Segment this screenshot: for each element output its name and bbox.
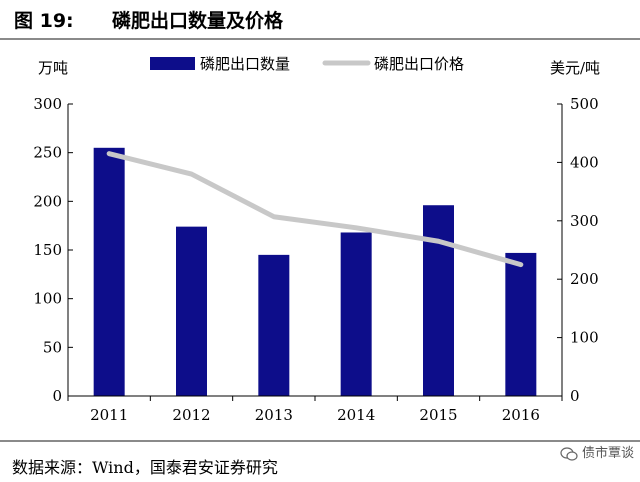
price-line: [106, 151, 524, 268]
bar-2015: [423, 205, 454, 396]
left-tick-label-0: 0: [52, 387, 62, 405]
x-tick-label-2013: 2013: [255, 406, 293, 424]
bar-2013: [258, 254, 290, 396]
bar-2012: [176, 226, 207, 396]
left-tick-label-250: 250: [33, 144, 62, 162]
right-tick-label-300: 300: [570, 212, 599, 230]
x-tick-label-2016: 2016: [502, 406, 540, 424]
legend-label-line: 磷肥出口价格: [374, 55, 464, 73]
figure-header: 图 19: 磷肥出口数量及价格: [0, 0, 640, 40]
legend-label-bar: 磷肥出口数量: [200, 55, 290, 73]
right-tick-label-0: 0: [570, 387, 580, 405]
source-note: 数据来源：Wind，国泰君安证券研究: [12, 458, 278, 477]
watermark-text: 债市覃谈: [581, 446, 634, 461]
bar-2011: [93, 147, 125, 396]
x-tick-label-2012: 2012: [172, 406, 210, 424]
figure-number: 图 19:: [14, 10, 74, 32]
chat-bubble-icon: [560, 446, 578, 461]
right-tick-label-500: 500: [570, 95, 599, 113]
right-tick-label-200: 200: [570, 270, 599, 288]
x-tick-label-2011: 2011: [90, 406, 128, 424]
left-tick-label-50: 50: [43, 338, 62, 356]
x-tick-label-2014: 2014: [337, 406, 375, 424]
bar-2014: [340, 232, 372, 396]
bar-2016: [505, 252, 537, 396]
figure-footer: 数据来源：Wind，国泰君安证券研究 债市覃谈: [0, 440, 640, 482]
right-tick-label-400: 400: [570, 153, 599, 171]
x-tick-label-2015: 2015: [419, 406, 457, 424]
left-tick-label-150: 150: [33, 241, 62, 259]
right-tick-label-100: 100: [570, 329, 599, 347]
legend-swatch-bar: [150, 57, 195, 70]
left-tick-label-100: 100: [33, 290, 62, 308]
left-tick-label-200: 200: [33, 192, 62, 210]
chart: 0 50 100 150 200 250 300 0 100 200 300 400 500 2011 20…: [33, 55, 600, 424]
left-tick-label-300: 300: [33, 95, 62, 113]
right-axis-label: 美元/吨: [550, 59, 600, 77]
watermark: 债市覃谈: [560, 442, 634, 461]
left-axis-label: 万吨: [38, 59, 68, 77]
figure-title: 磷肥出口数量及价格: [112, 10, 284, 32]
